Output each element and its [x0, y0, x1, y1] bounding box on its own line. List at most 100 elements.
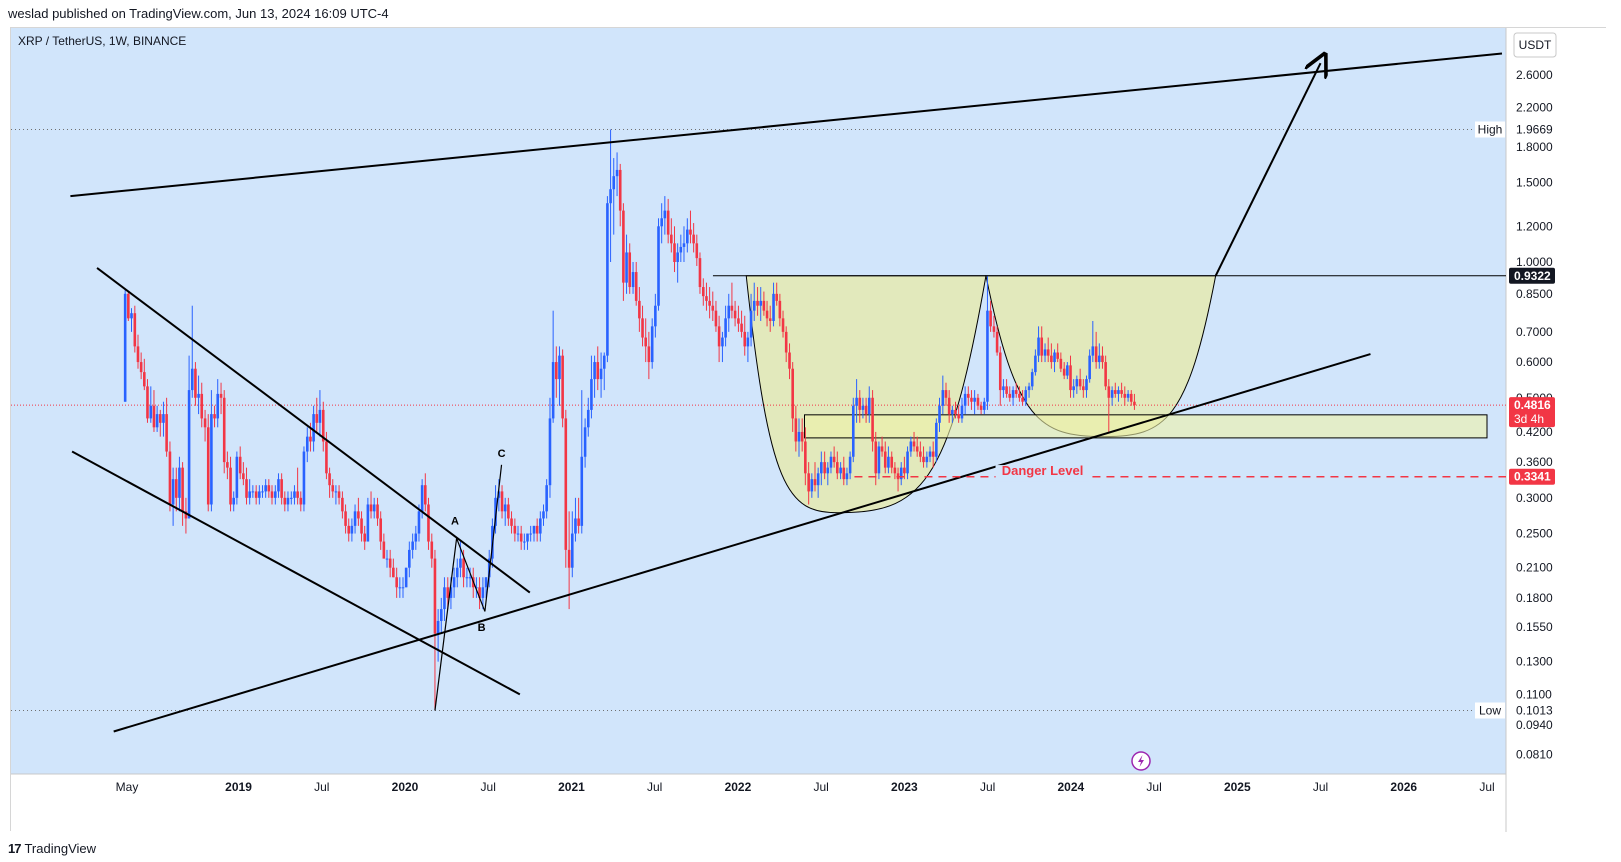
price-label: 0.1013 Low [1475, 702, 1558, 719]
candle [232, 491, 236, 512]
price-label-bg [1510, 702, 1558, 719]
candle [372, 497, 376, 519]
candle-body [752, 300, 756, 311]
candle-body [357, 511, 360, 519]
lightning-icon[interactable] [1131, 751, 1151, 771]
candle [590, 355, 593, 419]
candle-body [519, 533, 523, 542]
price-chart[interactable]: A B C Danger Level 2.6000 2.2000 1.8000 1.5000… [11, 28, 1607, 832]
candle-body [593, 362, 596, 380]
candle [899, 462, 903, 486]
candle [928, 446, 932, 463]
footer-brand-label: TradingView [24, 841, 97, 856]
price-tick-label: 0.2100 [1516, 561, 1553, 575]
candle [867, 386, 871, 423]
candle-body [484, 577, 488, 588]
candle [532, 525, 536, 542]
candle [337, 485, 341, 505]
candle-body [944, 390, 948, 398]
candle-body [1104, 362, 1107, 387]
candle [890, 451, 894, 474]
candle [184, 497, 188, 534]
candle-body [622, 210, 625, 283]
price-axis[interactable]: 2.6000 2.2000 1.8000 1.5000 1.2000 1.0000 0.85… [1475, 68, 1558, 761]
candle [622, 203, 625, 301]
candle-body [353, 511, 357, 526]
candle [503, 497, 507, 526]
candle [721, 331, 724, 363]
footer-brand[interactable]: 17 TradingView [8, 841, 96, 856]
candle-body [376, 504, 379, 519]
price-tick-label: 0.3600 [1516, 455, 1553, 469]
candle-body [1107, 386, 1111, 398]
candle-body [462, 558, 465, 578]
candle [756, 287, 759, 316]
candle-body [625, 252, 628, 283]
candle-body [791, 368, 794, 419]
candle [162, 401, 165, 437]
candle-body [360, 518, 363, 534]
candle-body [804, 441, 807, 474]
candle-body [436, 620, 440, 634]
rising-support-line [113, 353, 1371, 733]
candle-body [267, 485, 271, 492]
candle-body [481, 587, 485, 598]
candle [401, 577, 405, 598]
candle [130, 308, 133, 332]
candle-body [337, 491, 341, 498]
candle [1129, 390, 1133, 406]
candle [398, 577, 402, 598]
candle-body [526, 533, 529, 542]
candle [772, 282, 775, 327]
candle-body [171, 479, 175, 505]
candle-body [424, 485, 427, 505]
candle [995, 326, 999, 356]
candle-body [210, 414, 213, 505]
candle [698, 252, 702, 294]
candle [213, 405, 216, 428]
candle-body [229, 467, 232, 505]
candle [686, 218, 689, 253]
candle [810, 473, 814, 498]
candle [906, 446, 909, 480]
candle [775, 282, 779, 306]
candle [277, 473, 280, 498]
candle [989, 300, 992, 332]
candle-body [213, 414, 216, 419]
candle [746, 331, 750, 363]
candle [382, 533, 386, 559]
candle-body [816, 473, 820, 486]
candle-body [136, 346, 140, 363]
candle [979, 401, 983, 415]
candle [174, 467, 178, 512]
candle [1056, 343, 1059, 363]
candle-body [599, 368, 603, 380]
candle-body [721, 337, 724, 347]
candle [628, 243, 632, 294]
candle-body [366, 504, 370, 542]
candle-body [398, 587, 402, 589]
candle-body [401, 587, 405, 589]
candle [414, 525, 418, 550]
candle [353, 504, 357, 534]
candle [264, 479, 267, 498]
time-axis[interactable]: May 2019 Jul 2020 Jul 2021 Jul 2022 Jul 2023 Jul 20… [116, 780, 1495, 794]
currency-button[interactable]: USDT [1513, 32, 1557, 58]
candle [631, 262, 635, 294]
chart-frame[interactable]: A B C Danger Level 2.6000 2.2000 1.8000 1.5000… [10, 27, 1607, 832]
candle [682, 226, 686, 263]
candle [663, 196, 667, 235]
candle-body [130, 313, 133, 319]
candle-body [545, 485, 548, 512]
candle [947, 390, 951, 423]
candle-body [641, 318, 644, 338]
candle-body [146, 386, 149, 419]
time-tick-label: Jul [481, 780, 496, 794]
candle [1091, 320, 1095, 363]
candle-body [379, 518, 382, 542]
candle-body [372, 504, 376, 512]
candle-body [133, 313, 137, 347]
candle-body [200, 393, 204, 419]
candle-body [539, 518, 542, 534]
candle [864, 397, 868, 423]
